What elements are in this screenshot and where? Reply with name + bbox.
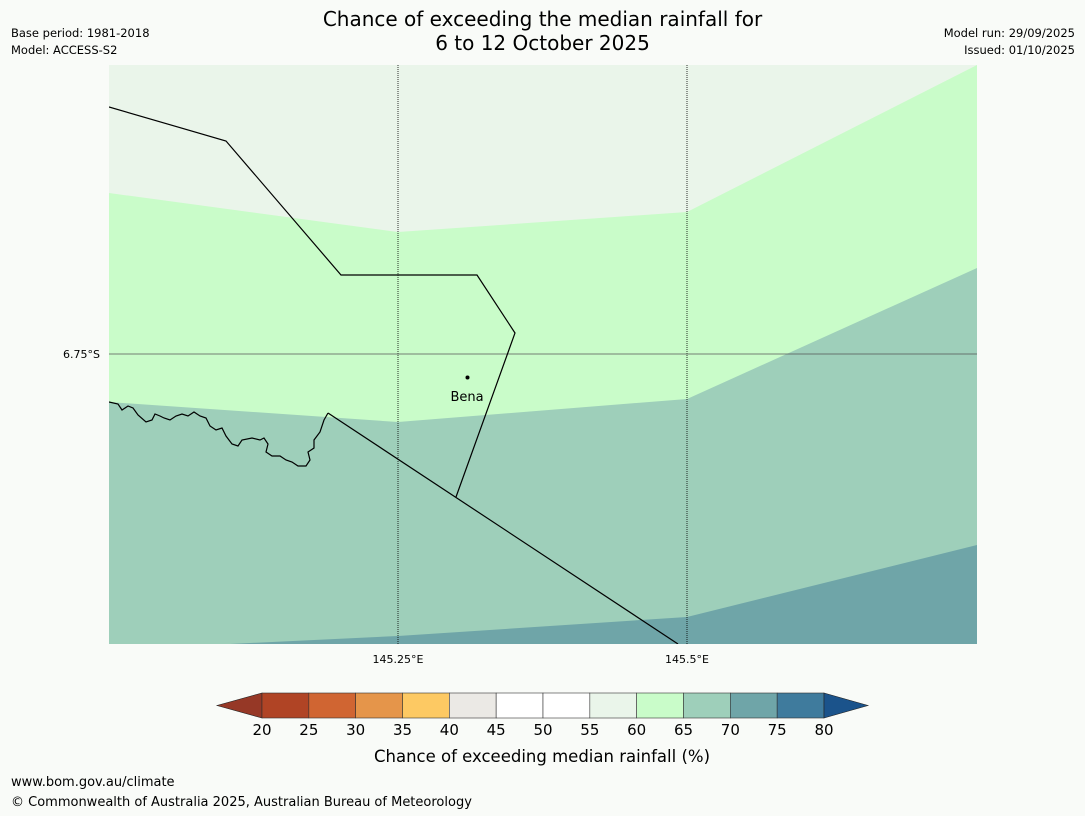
colorbar-label: Chance of exceeding median rainfall (%) [374,747,710,766]
colorbar-segment [308,692,356,719]
footer-copyright: © Commonwealth of Australia 2025, Austra… [11,795,472,810]
map-area: Bena [109,65,977,644]
colorbar-segment [776,692,825,719]
colorbar-tick-label: 55 [580,721,599,739]
probability-band-65-70 [109,268,977,644]
issued-date: Issued: 01/10/2025 [964,43,1075,57]
colorbar-tick-label: 25 [299,721,318,739]
lat-label: 6.75°S [63,348,100,361]
model-run: Model run: 29/09/2025 [943,26,1075,40]
colorbar-tick-label: 70 [721,721,740,739]
colorbar-extend-high [823,692,870,719]
colorbar-segment [261,692,310,719]
probability-band-70-75 [230,545,977,644]
colorbar-extend-low [215,692,263,719]
colorbar-segment [636,692,684,719]
meta-left: Base period: 1981-2018 Model: ACCESS-S2 [11,25,150,59]
lon-label-145-5: 145.5°E [665,653,709,666]
colorbar-tick-label: 50 [533,721,552,739]
colorbar-segment [683,692,731,719]
province-boundary [109,106,516,498]
colorbar-tick-label: 60 [627,721,646,739]
lon-label-145-25: 145.25°E [373,653,424,666]
river-boundary [109,401,329,467]
colorbar-segment [355,692,403,719]
colorbar-tick-label: 35 [393,721,412,739]
place-label-bena: Bena [450,390,483,405]
colorbar: 20 25 30 35 40 45 50 55 60 65 70 75 80 [215,692,870,739]
base-period: Base period: 1981-2018 [11,26,150,40]
meta-right: Model run: 29/09/2025 Issued: 01/10/2025 [944,25,1075,59]
title-line-1: Chance of exceeding the median rainfall … [322,7,763,31]
model-name: Model: ACCESS-S2 [11,43,118,57]
colorbar-segment [730,692,778,719]
colorbar-segment [589,692,637,719]
province-boundary-south [327,412,679,644]
colorbar-segment [402,692,450,719]
footer-url: www.bom.gov.au/climate [11,775,175,790]
bena-marker [465,375,470,380]
colorbar-tick-label: 75 [768,721,787,739]
title-line-2: 6 to 12 October 2025 [435,31,650,55]
colorbar-tick-label: 80 [814,721,833,739]
colorbar-tick-label: 30 [346,721,365,739]
map-title: Chance of exceeding the median rainfall … [0,7,1085,55]
colorbar-segment [495,692,544,719]
colorbar-segment [449,692,497,719]
colorbar-tick-label: 45 [487,721,506,739]
colorbar-tick-label: 40 [440,721,459,739]
colorbar-tick-label: 20 [252,721,271,739]
colorbar-segment [542,692,591,719]
colorbar-tick-label: 65 [674,721,693,739]
